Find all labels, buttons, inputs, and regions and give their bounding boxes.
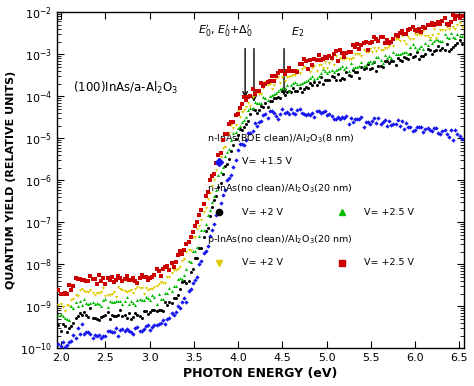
- Text: p-InAs(no clean)/Al$_2$O$_3$(20 nm): p-InAs(no clean)/Al$_2$O$_3$(20 nm): [207, 233, 353, 245]
- Text: V= +1.5 V: V= +1.5 V: [242, 157, 292, 166]
- Text: $E_0'$, $E_0'$+$\Delta_0'$: $E_0'$, $E_0'$+$\Delta_0'$: [198, 24, 253, 39]
- X-axis label: PHOTON ENERGY (eV): PHOTON ENERGY (eV): [183, 367, 337, 381]
- Text: V= +2 V: V= +2 V: [242, 258, 283, 267]
- Text: V= +2 V: V= +2 V: [242, 208, 283, 217]
- Y-axis label: QUANTUM YIELD (RELATIVE UNITS): QUANTUM YIELD (RELATIVE UNITS): [6, 71, 16, 290]
- Text: n-InAs(BOE clean)/Al$_2$O$_3$(8 nm): n-InAs(BOE clean)/Al$_2$O$_3$(8 nm): [207, 132, 355, 144]
- Text: V= +2.5 V: V= +2.5 V: [364, 208, 414, 217]
- Text: V= +2.5 V: V= +2.5 V: [364, 258, 414, 267]
- Text: n-InAs(no clean)/Al$_2$O$_3$(20 nm): n-InAs(no clean)/Al$_2$O$_3$(20 nm): [207, 183, 353, 195]
- Text: $E_2$: $E_2$: [291, 26, 304, 39]
- Text: (100)InAs/a-Al$_2$O$_3$: (100)InAs/a-Al$_2$O$_3$: [73, 80, 178, 95]
